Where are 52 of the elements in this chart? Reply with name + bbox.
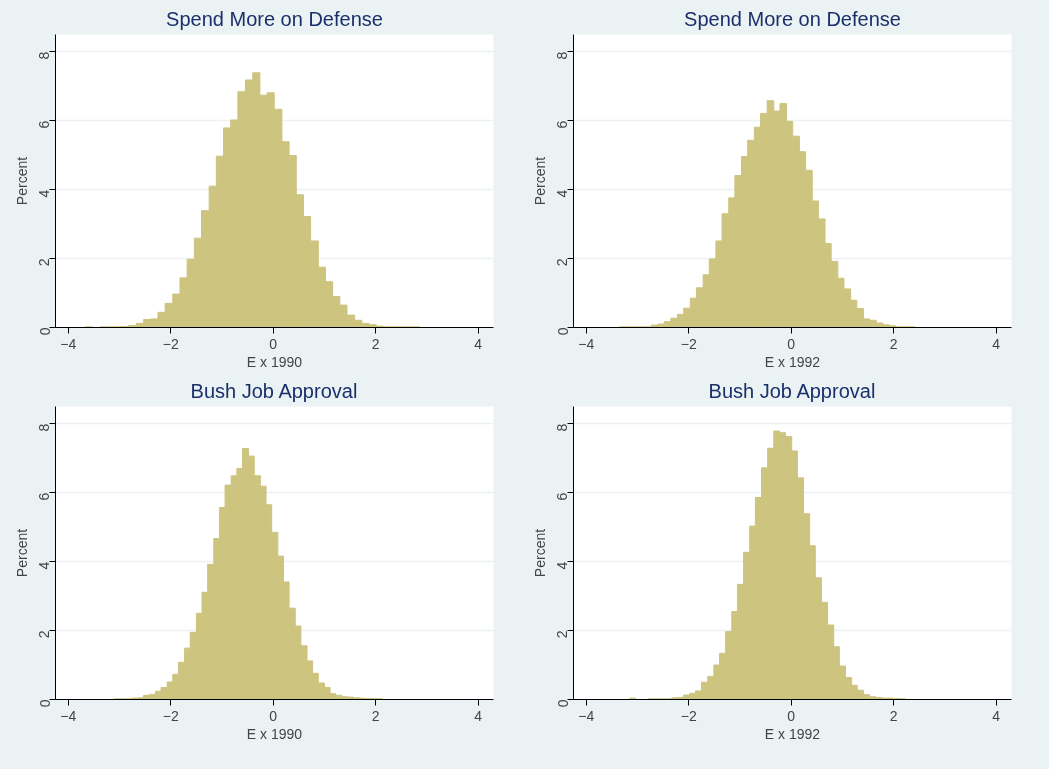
x-tick-label: −4 bbox=[60, 335, 77, 352]
y-axis-title: Percent bbox=[531, 156, 548, 206]
x-tick-label: 4 bbox=[474, 707, 483, 724]
y-tick-label: 0 bbox=[36, 327, 53, 336]
y-tick-label: 4 bbox=[554, 561, 571, 570]
y-tick-label: 6 bbox=[36, 492, 53, 501]
x-tick-label: 0 bbox=[787, 707, 796, 724]
y-tick-label: 6 bbox=[554, 120, 571, 129]
x-axis-title: E x 1992 bbox=[764, 725, 821, 742]
x-tick-label: 4 bbox=[992, 707, 1001, 724]
x-tick-label: 2 bbox=[889, 707, 898, 724]
y-tick-label: 2 bbox=[554, 630, 571, 639]
x-tick-label: −4 bbox=[60, 707, 77, 724]
y-tick-label: 4 bbox=[36, 189, 53, 198]
y-tick-label: 0 bbox=[554, 699, 571, 708]
x-tick-label: 4 bbox=[992, 335, 1001, 352]
chart-title: Bush Job Approval bbox=[708, 379, 876, 402]
y-tick-label: 8 bbox=[554, 423, 571, 432]
x-tick-label: 0 bbox=[269, 335, 278, 352]
y-axis-title: Percent bbox=[13, 156, 30, 206]
x-tick-label: −4 bbox=[578, 707, 595, 724]
y-tick-label: 6 bbox=[554, 492, 571, 501]
y-tick-label: 2 bbox=[36, 258, 53, 267]
y-tick-label: 8 bbox=[554, 51, 571, 60]
x-axis-title: E x 1990 bbox=[246, 725, 303, 742]
x-tick-label: 2 bbox=[889, 335, 898, 352]
x-tick-label: −2 bbox=[162, 707, 179, 724]
y-axis-title: Percent bbox=[531, 528, 548, 578]
chart-title: Spend More on Defense bbox=[166, 7, 383, 30]
x-tick-label: −2 bbox=[680, 335, 697, 352]
chart-title: Spend More on Defense bbox=[684, 7, 901, 30]
y-tick-label: 4 bbox=[36, 561, 53, 570]
x-tick-label: −2 bbox=[162, 335, 179, 352]
y-tick-label: 0 bbox=[36, 699, 53, 708]
y-tick-label: 6 bbox=[36, 120, 53, 129]
y-tick-label: 8 bbox=[36, 423, 53, 432]
y-tick-label: 4 bbox=[554, 189, 571, 198]
x-tick-label: 0 bbox=[269, 707, 278, 724]
chart-title: Bush Job Approval bbox=[190, 379, 358, 402]
y-axis-title: Percent bbox=[13, 528, 30, 578]
x-tick-label: 2 bbox=[371, 707, 380, 724]
y-tick-label: 0 bbox=[554, 327, 571, 336]
y-tick-label: 8 bbox=[36, 51, 53, 60]
x-tick-label: 0 bbox=[787, 335, 796, 352]
x-axis-title: E x 1990 bbox=[246, 353, 303, 370]
x-tick-label: −4 bbox=[578, 335, 595, 352]
x-tick-label: −2 bbox=[680, 707, 697, 724]
y-tick-label: 2 bbox=[554, 258, 571, 267]
x-tick-label: 4 bbox=[474, 335, 483, 352]
x-axis-title: E x 1992 bbox=[764, 353, 821, 370]
y-tick-label: 2 bbox=[36, 630, 53, 639]
x-tick-label: 2 bbox=[371, 335, 380, 352]
